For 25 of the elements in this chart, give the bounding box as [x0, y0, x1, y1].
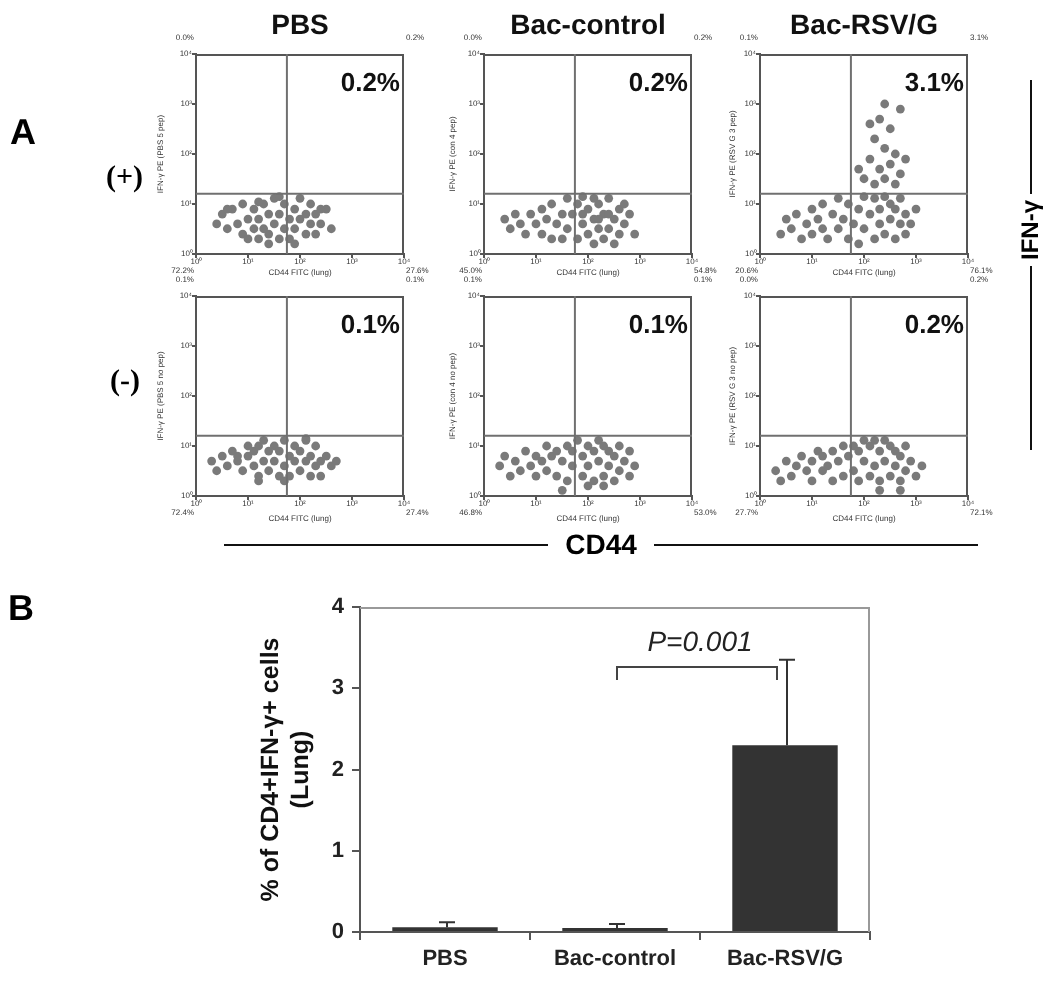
y-axis-title: % of CD4+IFN-γ+ cells (Lung) — [255, 637, 314, 902]
text: (+) — [106, 162, 144, 194]
y-tick-label: 2 — [331, 757, 344, 782]
annotation: P=0.001 — [647, 624, 753, 657]
annotation: 0.2% — [340, 67, 401, 98]
annotation: 0.2% — [628, 67, 689, 98]
y-tick-label: 0 — [331, 920, 344, 945]
y-tick-label: 1 — [331, 838, 344, 863]
chart-title: Bac-control — [510, 7, 666, 40]
y-tick-label: 3 — [331, 676, 344, 701]
text: IFN-γ — [1016, 198, 1044, 265]
text: B — [8, 588, 34, 628]
text: CD44 — [563, 528, 639, 560]
chart-title: Bac-RSV/G — [790, 7, 939, 40]
chart-title: PBS — [271, 7, 329, 40]
annotation: 0.1% — [628, 309, 689, 340]
text: (-) — [110, 366, 140, 398]
x-tick-label: PBS — [422, 947, 468, 972]
text: A — [10, 112, 36, 152]
annotation: 0.2% — [904, 309, 965, 340]
x-tick-label: Bac-control — [553, 947, 677, 972]
annotation: 3.1% — [904, 67, 965, 98]
x-tick-label: Bac-RSV/G — [726, 947, 844, 972]
y-tick-label: 4 — [331, 595, 346, 620]
annotation: 0.1% — [340, 309, 401, 340]
